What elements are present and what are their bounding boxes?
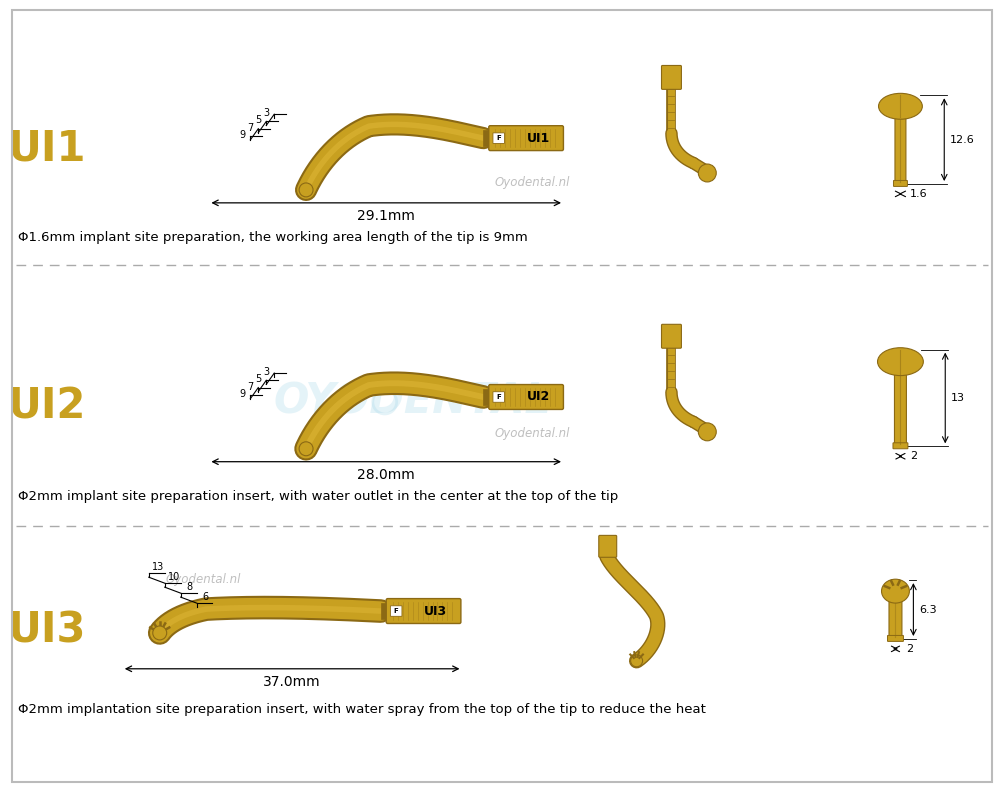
Text: UI2: UI2	[7, 386, 85, 428]
FancyBboxPatch shape	[893, 181, 907, 186]
Text: Oyodental.nl: Oyodental.nl	[494, 177, 570, 189]
FancyBboxPatch shape	[895, 103, 906, 183]
Text: 29.1mm: 29.1mm	[357, 209, 415, 223]
Text: Oyodental.nl: Oyodental.nl	[494, 428, 570, 440]
FancyBboxPatch shape	[889, 594, 902, 638]
Text: 8: 8	[187, 582, 193, 592]
FancyBboxPatch shape	[489, 126, 563, 150]
Text: F: F	[496, 394, 501, 400]
Text: 13: 13	[152, 562, 164, 573]
Circle shape	[299, 183, 313, 197]
FancyBboxPatch shape	[493, 392, 504, 402]
FancyBboxPatch shape	[894, 359, 906, 445]
FancyBboxPatch shape	[386, 599, 461, 623]
Text: UI3: UI3	[424, 604, 447, 618]
Text: OYODENTAL: OYODENTAL	[274, 381, 552, 423]
Text: 13: 13	[951, 393, 965, 403]
Text: 37.0mm: 37.0mm	[263, 675, 321, 689]
FancyBboxPatch shape	[390, 606, 402, 616]
Text: 1.6: 1.6	[910, 189, 928, 199]
Text: 5: 5	[255, 116, 261, 125]
Text: 7: 7	[247, 123, 253, 133]
Ellipse shape	[882, 579, 909, 603]
Circle shape	[698, 164, 716, 182]
Circle shape	[631, 655, 643, 667]
FancyBboxPatch shape	[489, 385, 563, 409]
Text: UI1: UI1	[7, 127, 85, 169]
FancyBboxPatch shape	[661, 66, 681, 89]
Circle shape	[698, 423, 716, 441]
Text: Φ2mm implantation site preparation insert, with water spray from the top of the : Φ2mm implantation site preparation inser…	[18, 703, 706, 716]
Text: UI1: UI1	[527, 131, 550, 145]
Text: 28.0mm: 28.0mm	[357, 467, 415, 482]
Text: F: F	[394, 608, 399, 614]
Text: UI2: UI2	[527, 390, 550, 403]
Text: 3: 3	[263, 367, 269, 377]
FancyBboxPatch shape	[599, 535, 617, 558]
Text: UI3: UI3	[7, 610, 85, 652]
Text: 9: 9	[239, 389, 245, 398]
Ellipse shape	[879, 93, 922, 120]
Text: 3: 3	[263, 109, 269, 118]
Bar	[483, 130, 492, 146]
Circle shape	[299, 442, 313, 455]
Text: 5: 5	[255, 375, 261, 384]
Ellipse shape	[878, 348, 923, 375]
Circle shape	[153, 626, 167, 640]
Text: 9: 9	[239, 130, 245, 140]
Text: 7: 7	[247, 382, 253, 391]
Text: 10: 10	[168, 572, 180, 582]
Text: Oyodental.nl: Oyodental.nl	[166, 573, 241, 586]
FancyBboxPatch shape	[661, 324, 681, 348]
Text: 2: 2	[906, 644, 913, 654]
Text: 2: 2	[910, 451, 918, 461]
Bar	[381, 603, 390, 619]
FancyBboxPatch shape	[887, 635, 903, 642]
FancyBboxPatch shape	[893, 443, 908, 449]
Text: 6: 6	[202, 592, 209, 602]
Text: F: F	[496, 135, 501, 141]
Text: 12.6: 12.6	[950, 135, 975, 145]
Bar	[483, 389, 492, 405]
Text: 6.3: 6.3	[919, 604, 937, 615]
Text: Φ2mm implant site preparation insert, with water outlet in the center at the top: Φ2mm implant site preparation insert, wi…	[18, 490, 619, 503]
Text: Φ1.6mm implant site preparation, the working area length of the tip is 9mm: Φ1.6mm implant site preparation, the wor…	[18, 231, 528, 244]
FancyBboxPatch shape	[493, 133, 504, 143]
